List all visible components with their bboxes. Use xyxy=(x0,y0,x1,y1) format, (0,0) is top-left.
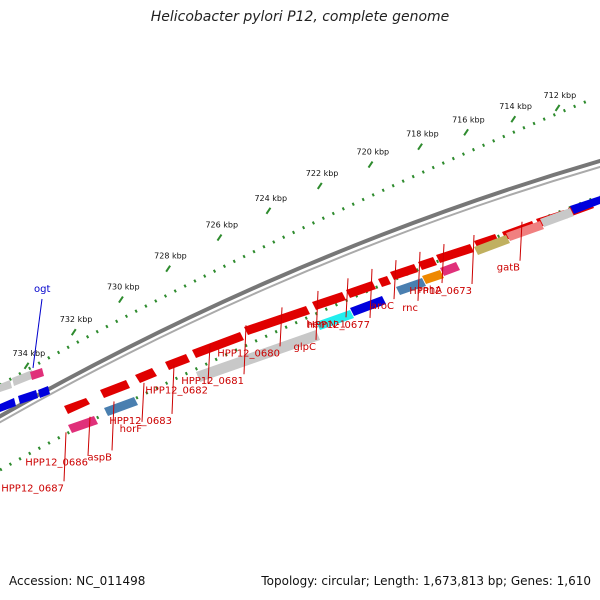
feature-leader-line xyxy=(171,364,175,414)
feature-leader-line xyxy=(393,260,397,300)
feature-leader-line xyxy=(345,278,349,318)
ruler-tick-label: 718 kbp xyxy=(406,130,439,139)
genome-backbone-inner xyxy=(0,165,600,424)
feature-label: HPP12_0683 xyxy=(109,416,172,427)
ruler-tick-label: 712 kbp xyxy=(544,91,577,100)
feature-label: rnhA xyxy=(419,285,443,296)
ruler-tick xyxy=(554,104,561,112)
ruler-tick-label: 720 kbp xyxy=(357,148,390,157)
feature-leader-line xyxy=(471,235,475,285)
feature-leader-line xyxy=(243,325,247,375)
ruler-tick-label: 730 kbp xyxy=(107,283,140,292)
genome-backbone xyxy=(0,158,600,419)
inner-dotted-line xyxy=(0,194,600,472)
ruler-tick-label: 732 kbp xyxy=(60,315,93,324)
ruler-tick xyxy=(463,128,469,136)
feature-leader-line xyxy=(369,268,373,318)
feature-label: ogt xyxy=(34,284,50,295)
feature-leader-line xyxy=(32,298,43,369)
feature-label: HPP12_0682 xyxy=(145,385,208,396)
ruler-tick xyxy=(118,296,124,304)
feature-leader-line xyxy=(441,244,445,284)
feature-label: HPP12_0673 xyxy=(409,286,472,297)
feature-label: HPP12_0686 xyxy=(25,458,88,469)
feature-label: HPP12_0680 xyxy=(217,348,280,359)
ruler-tick xyxy=(216,234,223,242)
ruler-tick xyxy=(367,161,374,169)
feature-label: HPP12_0677 xyxy=(307,320,370,331)
ruler-tick-label: 716 kbp xyxy=(452,115,485,124)
ruler-tick xyxy=(265,207,272,215)
ruler-tick-label: 722 kbp xyxy=(306,169,339,178)
feature-label: gatB xyxy=(497,263,520,274)
ruler-tick xyxy=(70,328,77,336)
ruler-tick-label: 728 kbp xyxy=(154,252,187,261)
feature-label: HPP12_0681 xyxy=(181,376,244,387)
ruler-tick-label: 734 kbp xyxy=(13,349,46,358)
kbp-ruler-arc xyxy=(0,98,591,387)
feature-leader-line xyxy=(315,290,319,340)
feature-label: hemN-1 xyxy=(306,319,346,330)
ruler-tick xyxy=(510,115,517,123)
ruler-tick xyxy=(23,362,30,370)
feature-leader-line xyxy=(519,221,523,261)
ruler-tick xyxy=(165,265,171,273)
ruler-tick-label: 714 kbp xyxy=(499,102,532,111)
feature-label: rnc xyxy=(402,303,418,314)
feature-label: horF xyxy=(120,424,143,435)
feature-leader-line xyxy=(279,307,283,347)
feature-label: aroC xyxy=(371,301,394,312)
ruler-tick xyxy=(417,143,423,151)
ruler-tick-label: 724 kbp xyxy=(254,194,287,203)
feature-label: aspB xyxy=(87,452,112,463)
feature-leader-line xyxy=(141,382,145,422)
feature-label: glpC xyxy=(294,342,316,353)
ruler-tick-label: 726 kbp xyxy=(205,221,238,230)
feature-label: HPP12_0687 xyxy=(1,483,64,494)
topology-text: Topology: circular; Length: 1,673,813 bp… xyxy=(261,574,591,588)
feature-leader-line xyxy=(417,251,421,301)
map-title: Helicobacter pylori P12, complete genome xyxy=(150,9,450,25)
feature-leader-line xyxy=(87,416,91,456)
ruler-tick xyxy=(316,182,323,190)
accession-text: Accession: NC_011498 xyxy=(9,574,146,588)
feature-leader-line xyxy=(63,432,67,482)
feature-leader-line xyxy=(207,344,211,384)
feature-leader-line xyxy=(111,401,115,451)
